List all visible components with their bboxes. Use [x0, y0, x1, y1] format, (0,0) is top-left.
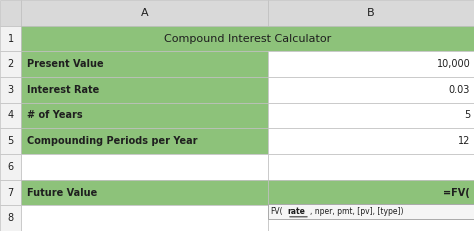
Bar [0, 154, 21, 180]
Bar [268, 51, 474, 77]
Text: 10,000: 10,000 [437, 59, 470, 69]
Bar [0, 103, 21, 128]
Bar [268, 0, 474, 26]
Bar [268, 103, 474, 128]
Bar [268, 77, 474, 103]
Bar [0, 205, 21, 231]
Text: 4: 4 [8, 110, 14, 121]
Text: A: A [141, 8, 148, 18]
Bar [21, 103, 268, 128]
Bar [21, 26, 474, 51]
Text: 0.03: 0.03 [449, 85, 470, 95]
Bar [0, 128, 21, 154]
Text: Interest Rate: Interest Rate [27, 85, 99, 95]
Bar [0, 26, 21, 51]
Bar [268, 204, 474, 219]
Bar [0, 51, 21, 77]
Text: , nper, pmt, [pv], [type]): , nper, pmt, [pv], [type]) [310, 207, 403, 216]
Text: Compound Interest Calculator: Compound Interest Calculator [164, 33, 331, 43]
Text: 1: 1 [8, 33, 14, 43]
Text: 12: 12 [458, 136, 470, 146]
Text: 5: 5 [8, 136, 14, 146]
Text: B: B [367, 8, 375, 18]
Text: rate: rate [287, 207, 305, 216]
Text: 2: 2 [8, 59, 14, 69]
Bar [268, 154, 474, 180]
Bar [21, 51, 268, 77]
Bar [0, 0, 21, 26]
Text: 3: 3 [8, 85, 14, 95]
Bar [268, 128, 474, 154]
Text: 6: 6 [8, 162, 14, 172]
Text: =FV(: =FV( [444, 188, 470, 198]
Bar [21, 0, 268, 26]
Bar [21, 180, 268, 205]
Text: 5: 5 [464, 110, 470, 121]
Bar [268, 205, 474, 231]
Bar [21, 154, 268, 180]
Text: 7: 7 [8, 188, 14, 198]
Text: 8: 8 [8, 213, 14, 223]
Text: Compounding Periods per Year: Compounding Periods per Year [27, 136, 198, 146]
Text: FV(: FV( [271, 207, 283, 216]
Bar [21, 205, 268, 231]
Bar [21, 77, 268, 103]
Bar [21, 128, 268, 154]
Text: Future Value: Future Value [27, 188, 97, 198]
Text: # of Years: # of Years [27, 110, 82, 121]
Bar [0, 180, 21, 205]
Text: Present Value: Present Value [27, 59, 104, 69]
Bar [0, 77, 21, 103]
Bar [268, 180, 474, 205]
